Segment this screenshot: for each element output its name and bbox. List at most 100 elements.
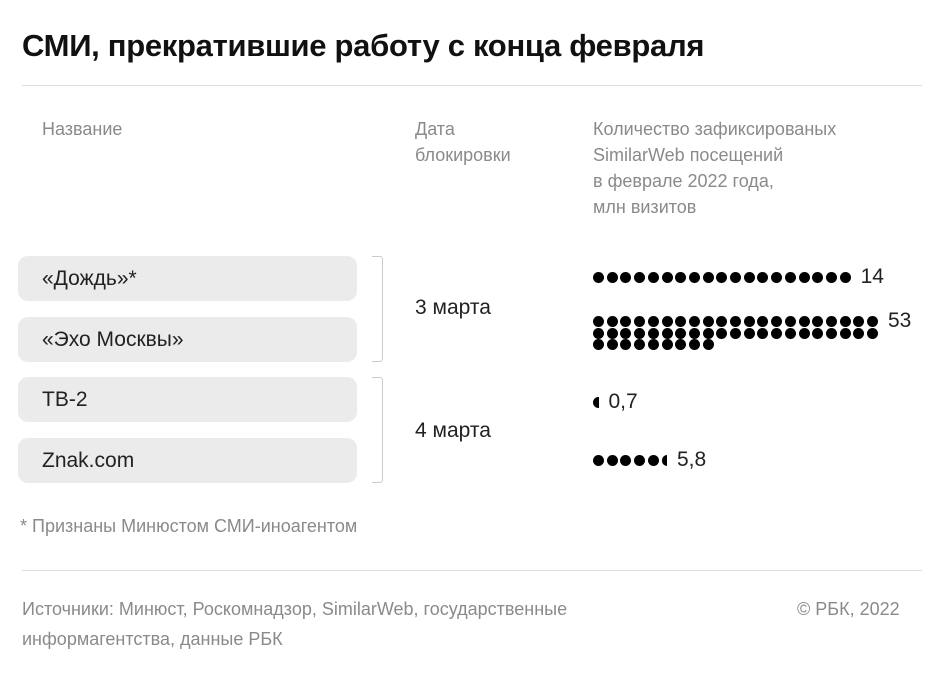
dot-mark [812, 272, 824, 283]
header-date: Дата блокировки [415, 116, 511, 168]
dot-mark [798, 327, 810, 339]
header-visits-line: млн визитов [593, 197, 697, 217]
name-pill: Znak.com [18, 438, 357, 483]
header-date-line: Дата [415, 119, 455, 139]
dot-mark [647, 316, 659, 327]
value-label: 14 [860, 265, 884, 288]
dot-mark [743, 272, 755, 283]
dot-mark [675, 339, 687, 350]
dot-mark [647, 272, 659, 283]
dot-mark [757, 327, 769, 339]
name-pill: «Эхо Москвы» [18, 317, 357, 362]
dot-mark [702, 339, 714, 350]
name-pill: ТВ-2 [18, 377, 357, 422]
dot-mark [620, 339, 632, 350]
dot-mark [839, 272, 851, 283]
name-pill: «Дождь»* [18, 256, 357, 301]
value-label: 53 [888, 309, 912, 332]
dot-mark [702, 327, 714, 339]
dot-mark [784, 272, 796, 283]
dot-mark [606, 316, 618, 327]
dot-mark [606, 272, 618, 283]
dot-mark [634, 316, 646, 327]
dot-mark [661, 339, 673, 350]
dot-mark [634, 327, 646, 339]
dot-mark [606, 455, 618, 466]
dot-mark [593, 327, 604, 339]
dot-mark [702, 316, 714, 327]
value-label: 5,8 [677, 448, 707, 471]
dot-mark [634, 272, 646, 283]
dot-mark [730, 272, 741, 283]
header-name: Название [42, 119, 123, 139]
dot-mark [675, 327, 687, 339]
dot-mark [620, 455, 632, 466]
dot-mark [730, 316, 741, 327]
sources: Источники: Минюст, Роскомнадзор, Similar… [22, 594, 567, 654]
dot-mark [757, 272, 769, 283]
dot-mark [784, 316, 796, 327]
header-visits-line: SimilarWeb посещений [593, 145, 784, 165]
dot-mark [675, 316, 687, 327]
dot-mark [606, 327, 618, 339]
dot-mark [688, 316, 700, 327]
dot-mark [593, 455, 604, 466]
dot-mark [661, 316, 673, 327]
dot-mark [675, 272, 687, 283]
dot-mark [647, 327, 659, 339]
dot-mark [606, 339, 618, 350]
dot-mark [757, 316, 769, 327]
dot-mark [743, 316, 755, 327]
dot-mark [839, 327, 851, 339]
dot-mark [688, 339, 700, 350]
header-date-line: блокировки [415, 145, 511, 165]
block-date: 3 марта [415, 296, 491, 319]
sources-line: Источники: Минюст, Роскомнадзор, Similar… [22, 599, 568, 619]
dot-mark [812, 327, 824, 339]
dot-mark [688, 327, 700, 339]
footnote: * Признаны Минюстом СМИ-иноагентом [20, 516, 358, 536]
dot-mark [798, 272, 810, 283]
dot-mark [784, 327, 796, 339]
group-bracket [372, 256, 383, 362]
dot-mark [867, 327, 878, 339]
dot-mark [812, 316, 824, 327]
dot-mark [647, 455, 659, 466]
header-visits: Количество зафиксированых SimilarWeb пос… [593, 116, 836, 220]
header-visits-line: Количество зафиксированых [593, 119, 837, 139]
dot-mark [867, 316, 878, 327]
dot-mark [743, 327, 755, 339]
chart-title: СМИ, прекратившие работу с конца февраля [22, 28, 705, 63]
dot-mark [771, 327, 783, 339]
dot-mark [839, 316, 851, 327]
dot-mark [661, 327, 673, 339]
value-label: 0,7 [608, 390, 638, 413]
dot-mark [853, 327, 865, 339]
dot-mark [825, 316, 837, 327]
sources-line: информагентства, данные РБК [22, 629, 283, 649]
dot-mark [620, 316, 632, 327]
group-bracket [372, 377, 383, 483]
dot-mark [634, 339, 646, 350]
dot-mark [661, 272, 673, 283]
dot-mark [593, 316, 604, 327]
dot-mark [634, 455, 646, 466]
dot-mark [853, 316, 865, 327]
divider [22, 85, 922, 86]
dot-mark [716, 316, 728, 327]
dot-mark [716, 327, 728, 339]
dot-mark [825, 272, 837, 283]
dot-mark [771, 272, 783, 283]
header-visits-line: в феврале 2022 года, [593, 171, 774, 191]
dot-mark [798, 316, 810, 327]
dot-mark [593, 397, 599, 408]
block-date: 4 марта [415, 419, 491, 442]
dot-mark [661, 455, 667, 466]
copyright: © РБК, 2022 [797, 599, 900, 619]
dot-mark [593, 272, 604, 283]
dot-mark [702, 272, 714, 283]
dot-mark [825, 327, 837, 339]
dot-mark [620, 327, 632, 339]
dot-mark [730, 327, 741, 339]
